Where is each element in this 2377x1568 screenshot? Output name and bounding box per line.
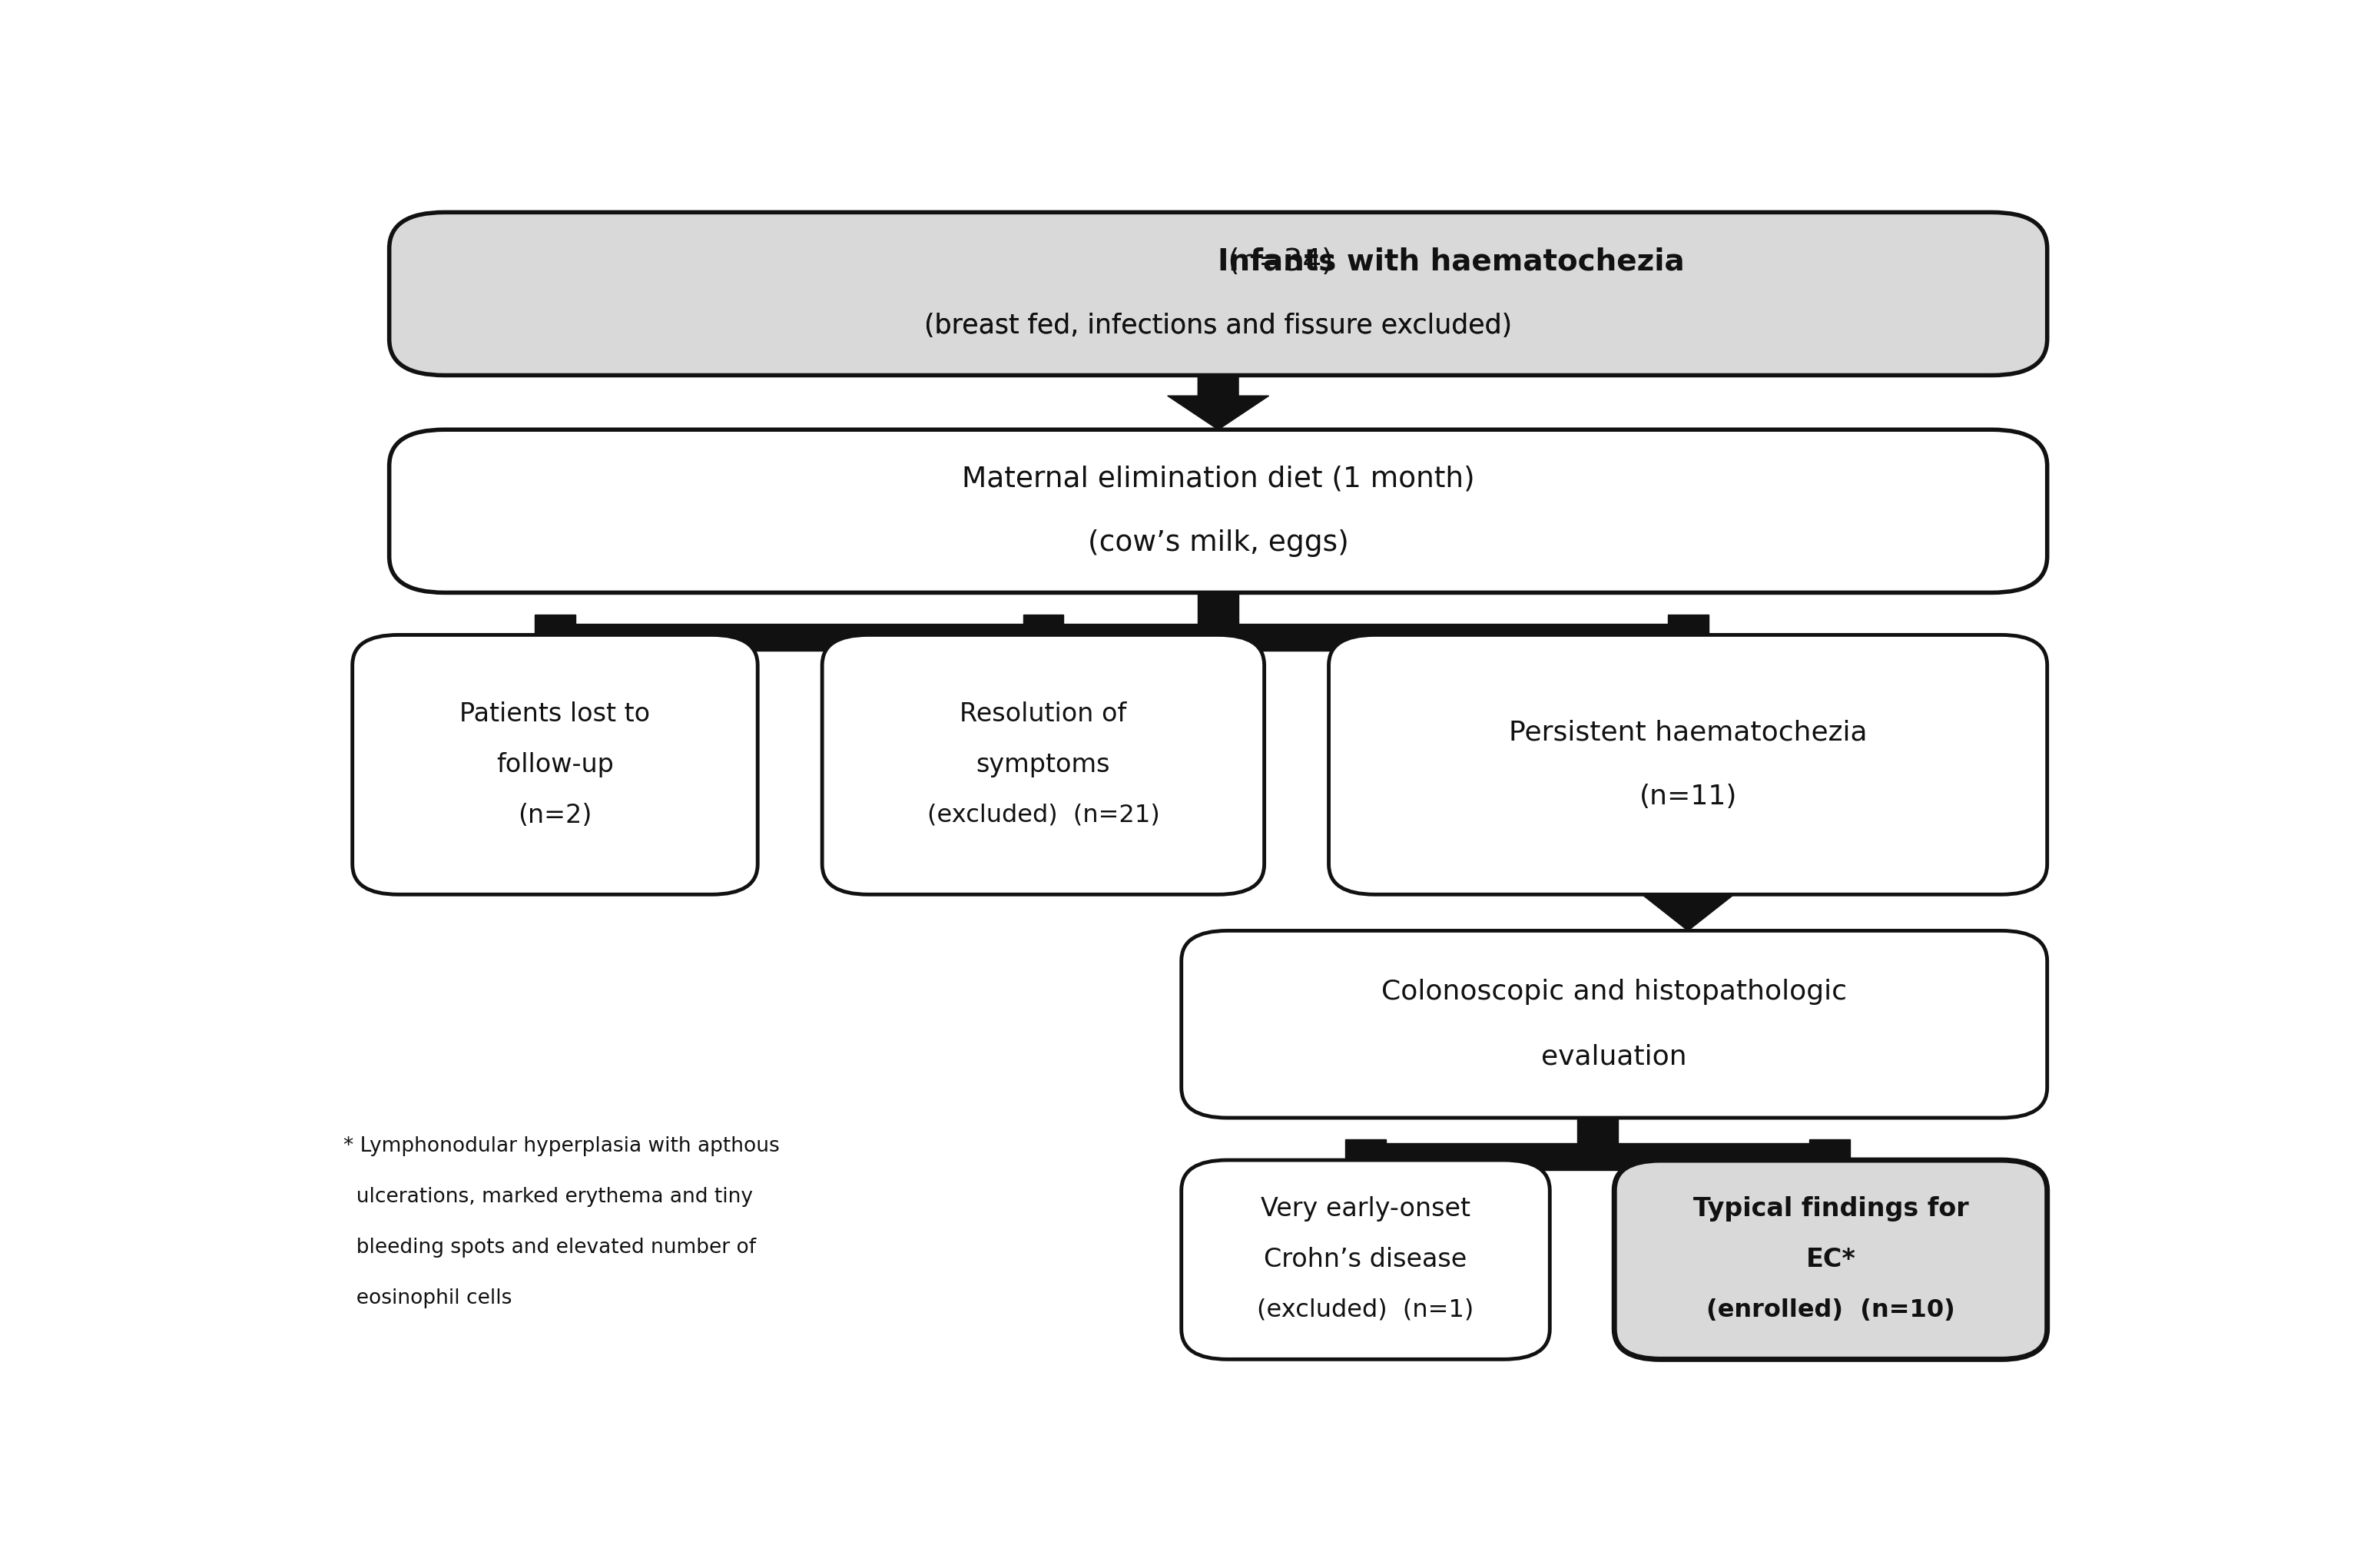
Polygon shape <box>1167 375 1269 430</box>
FancyBboxPatch shape <box>1614 1160 2047 1359</box>
FancyBboxPatch shape <box>390 212 2047 375</box>
FancyBboxPatch shape <box>352 635 758 894</box>
Text: Patients lost to: Patients lost to <box>459 701 651 728</box>
Text: Maternal elimination diet (1 month): Maternal elimination diet (1 month) <box>963 466 1474 492</box>
FancyBboxPatch shape <box>1329 635 2047 894</box>
Text: symptoms: symptoms <box>977 753 1110 778</box>
FancyBboxPatch shape <box>1198 593 1238 624</box>
FancyBboxPatch shape <box>1181 1160 1550 1359</box>
Text: (enrolled)  (n=10): (enrolled) (n=10) <box>1707 1298 1956 1322</box>
Text: (n=2): (n=2) <box>518 803 592 828</box>
Text: Typical findings for: Typical findings for <box>1692 1196 1968 1221</box>
Text: * Lymphonodular hyperplasia with apthous: * Lymphonodular hyperplasia with apthous <box>342 1135 780 1156</box>
FancyBboxPatch shape <box>1809 1140 1849 1170</box>
FancyBboxPatch shape <box>1364 1143 1830 1170</box>
FancyBboxPatch shape <box>1022 615 1063 651</box>
Text: Colonoscopic and histopathologic: Colonoscopic and histopathologic <box>1381 978 1847 1005</box>
Text: Persistent haematochezia: Persistent haematochezia <box>1509 720 1868 746</box>
FancyBboxPatch shape <box>1669 615 1709 651</box>
Polygon shape <box>1778 1160 1880 1193</box>
Text: ulcerations, marked erythema and tiny: ulcerations, marked erythema and tiny <box>342 1187 754 1207</box>
Text: (n=34): (n=34) <box>1217 248 1333 276</box>
Text: (n=11): (n=11) <box>1640 784 1738 809</box>
Text: (breast fed, infections and fissure excluded): (breast fed, infections and fissure excl… <box>925 314 1512 339</box>
Text: follow-up: follow-up <box>497 753 613 778</box>
Text: evaluation: evaluation <box>1540 1043 1688 1069</box>
Text: Resolution of: Resolution of <box>960 701 1127 728</box>
Text: bleeding spots and elevated number of: bleeding spots and elevated number of <box>342 1237 756 1258</box>
Text: Very early-onset: Very early-onset <box>1260 1196 1471 1221</box>
FancyBboxPatch shape <box>556 624 1688 651</box>
Text: (excluded)  (n=21): (excluded) (n=21) <box>927 803 1160 826</box>
FancyBboxPatch shape <box>390 430 2047 593</box>
Text: Crohn’s disease: Crohn’s disease <box>1265 1247 1467 1272</box>
Polygon shape <box>994 635 1093 668</box>
Polygon shape <box>1638 891 1738 931</box>
FancyBboxPatch shape <box>535 615 575 651</box>
Text: (cow’s milk, eggs): (cow’s milk, eggs) <box>1089 530 1348 557</box>
Text: Infants with haematochezia: Infants with haematochezia <box>1217 248 1685 276</box>
Polygon shape <box>1314 1160 1417 1193</box>
FancyBboxPatch shape <box>822 635 1265 894</box>
FancyBboxPatch shape <box>1181 931 2047 1118</box>
Text: (excluded)  (n=1): (excluded) (n=1) <box>1257 1298 1474 1322</box>
Polygon shape <box>1638 635 1738 668</box>
Text: eosinophil cells: eosinophil cells <box>342 1287 511 1308</box>
Polygon shape <box>504 635 606 668</box>
Text: (breast fed, infections and fissure excluded): (breast fed, infections and fissure excl… <box>925 314 1512 339</box>
FancyBboxPatch shape <box>1345 1140 1386 1170</box>
Text: EC*: EC* <box>1807 1247 1856 1272</box>
FancyBboxPatch shape <box>1578 1118 1619 1143</box>
